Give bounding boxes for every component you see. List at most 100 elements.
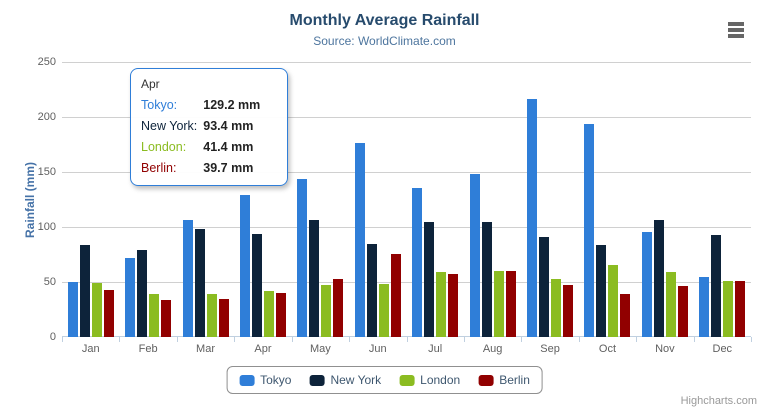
bar-new-york-feb[interactable] bbox=[137, 250, 148, 337]
bar-tokyo-feb[interactable] bbox=[125, 258, 136, 337]
y-axis-label: 150 bbox=[37, 166, 56, 178]
bar-london-jun[interactable] bbox=[378, 283, 389, 337]
bar-london-jan[interactable] bbox=[91, 283, 102, 337]
legend-item-new-york[interactable]: New York bbox=[309, 373, 381, 387]
gridline bbox=[62, 282, 751, 283]
bar-new-york-nov[interactable] bbox=[653, 219, 664, 337]
legend-item-london[interactable]: London bbox=[399, 373, 460, 387]
legend-label: London bbox=[420, 373, 461, 387]
x-axis-label: Jun bbox=[368, 343, 387, 355]
y-axis-label: 100 bbox=[37, 221, 56, 233]
bar-tokyo-aug[interactable] bbox=[469, 173, 480, 337]
gridline bbox=[62, 62, 751, 63]
bar-tokyo-jun[interactable] bbox=[354, 143, 365, 337]
bar-london-sep[interactable] bbox=[551, 279, 562, 337]
x-axis-label: Apr bbox=[254, 343, 272, 355]
bar-london-apr[interactable] bbox=[263, 291, 274, 337]
bar-berlin-dec[interactable] bbox=[735, 280, 746, 337]
x-axis-label: May bbox=[309, 343, 331, 355]
hamburger-menu-icon bbox=[728, 34, 744, 38]
x-axis-tick bbox=[176, 337, 178, 342]
x-axis-tick bbox=[119, 337, 121, 342]
bar-tokyo-apr[interactable] bbox=[239, 194, 250, 337]
bar-tokyo-jan[interactable] bbox=[67, 282, 78, 337]
bar-berlin-apr[interactable] bbox=[275, 293, 286, 337]
plot-area bbox=[62, 62, 752, 342]
bar-london-feb[interactable] bbox=[149, 294, 160, 337]
bar-berlin-oct[interactable] bbox=[620, 294, 631, 337]
bar-new-york-aug[interactable] bbox=[481, 222, 492, 337]
bar-london-may[interactable] bbox=[321, 285, 332, 337]
bar-new-york-jan[interactable] bbox=[79, 245, 90, 337]
bar-london-oct[interactable] bbox=[608, 265, 619, 337]
y-axis-label: 0 bbox=[49, 331, 56, 343]
y-axis-label: 200 bbox=[37, 111, 56, 123]
bar-new-york-apr[interactable] bbox=[251, 234, 262, 337]
bar-tokyo-mar[interactable] bbox=[182, 219, 193, 337]
bar-tokyo-nov[interactable] bbox=[641, 231, 652, 337]
x-axis-tick bbox=[463, 337, 465, 342]
bar-berlin-aug[interactable] bbox=[505, 270, 516, 337]
bar-london-dec[interactable] bbox=[723, 280, 734, 337]
x-axis-tick bbox=[521, 337, 523, 342]
bar-tokyo-jul[interactable] bbox=[412, 187, 423, 337]
bar-tokyo-sep[interactable] bbox=[527, 98, 538, 337]
bar-london-nov[interactable] bbox=[665, 271, 676, 337]
bar-tokyo-may[interactable] bbox=[297, 178, 308, 337]
legend-swatch bbox=[309, 374, 325, 386]
hamburger-menu-icon bbox=[728, 28, 744, 32]
bar-tokyo-dec[interactable] bbox=[699, 277, 710, 337]
bar-berlin-jun[interactable] bbox=[390, 253, 401, 337]
y-axis-label: 250 bbox=[37, 56, 56, 68]
tooltip-series-label: Tokyo: bbox=[141, 98, 178, 112]
bar-new-york-jul[interactable] bbox=[424, 221, 435, 337]
tooltip: Apr Tokyo: 129.2 mm New York: 93.4 mm London… bbox=[130, 68, 288, 186]
bar-new-york-oct[interactable] bbox=[596, 245, 607, 337]
x-axis-label: Mar bbox=[196, 343, 215, 355]
x-axis-label: Aug bbox=[482, 343, 503, 355]
bar-new-york-dec[interactable] bbox=[711, 235, 722, 337]
bar-berlin-jul[interactable] bbox=[448, 273, 459, 337]
tooltip-series-value: 39.7 mm bbox=[203, 161, 254, 175]
legend: Tokyo New York London Berlin bbox=[226, 366, 543, 394]
tooltip-series-label: New York: bbox=[141, 119, 198, 133]
tooltip-header: Apr bbox=[141, 77, 160, 91]
context-menu-button[interactable] bbox=[726, 17, 752, 43]
tooltip-series-label: London: bbox=[141, 140, 187, 154]
bar-berlin-jan[interactable] bbox=[103, 290, 114, 337]
bar-berlin-mar[interactable] bbox=[218, 299, 229, 337]
hamburger-menu-icon bbox=[728, 22, 744, 26]
x-axis-label: Jul bbox=[428, 343, 443, 355]
legend-item-tokyo[interactable]: Tokyo bbox=[239, 373, 291, 387]
x-axis-label: Dec bbox=[712, 343, 733, 355]
bar-new-york-sep[interactable] bbox=[539, 236, 550, 337]
bar-london-mar[interactable] bbox=[206, 293, 217, 337]
bar-new-york-may[interactable] bbox=[309, 220, 320, 337]
x-axis-tick bbox=[636, 337, 638, 342]
bar-berlin-sep[interactable] bbox=[563, 284, 574, 337]
bar-berlin-may[interactable] bbox=[333, 279, 344, 337]
x-axis-tick bbox=[751, 337, 752, 342]
credits-link[interactable]: Highcharts.com bbox=[680, 395, 757, 407]
bar-new-york-mar[interactable] bbox=[194, 228, 205, 337]
bar-berlin-feb[interactable] bbox=[161, 300, 172, 337]
gridline bbox=[62, 172, 751, 173]
legend-label: Tokyo bbox=[260, 373, 292, 387]
bar-new-york-jun[interactable] bbox=[366, 244, 377, 337]
legend-swatch bbox=[239, 374, 255, 386]
legend-label: New York bbox=[330, 373, 382, 387]
x-axis-tick bbox=[234, 337, 236, 342]
bar-london-aug[interactable] bbox=[493, 271, 504, 337]
chart-title: Monthly Average Rainfall bbox=[289, 12, 480, 29]
legend-label: Berlin bbox=[499, 373, 530, 387]
bar-tokyo-oct[interactable] bbox=[584, 123, 595, 337]
x-axis-label: Sep bbox=[540, 343, 560, 355]
legend-item-berlin[interactable]: Berlin bbox=[478, 373, 530, 387]
bar-london-jul[interactable] bbox=[436, 272, 447, 337]
gridline bbox=[62, 117, 751, 118]
x-axis-tick bbox=[291, 337, 293, 342]
bar-berlin-nov[interactable] bbox=[677, 285, 688, 337]
x-axis-label: Jan bbox=[81, 343, 100, 355]
tooltip-series-label: Berlin: bbox=[141, 161, 177, 175]
